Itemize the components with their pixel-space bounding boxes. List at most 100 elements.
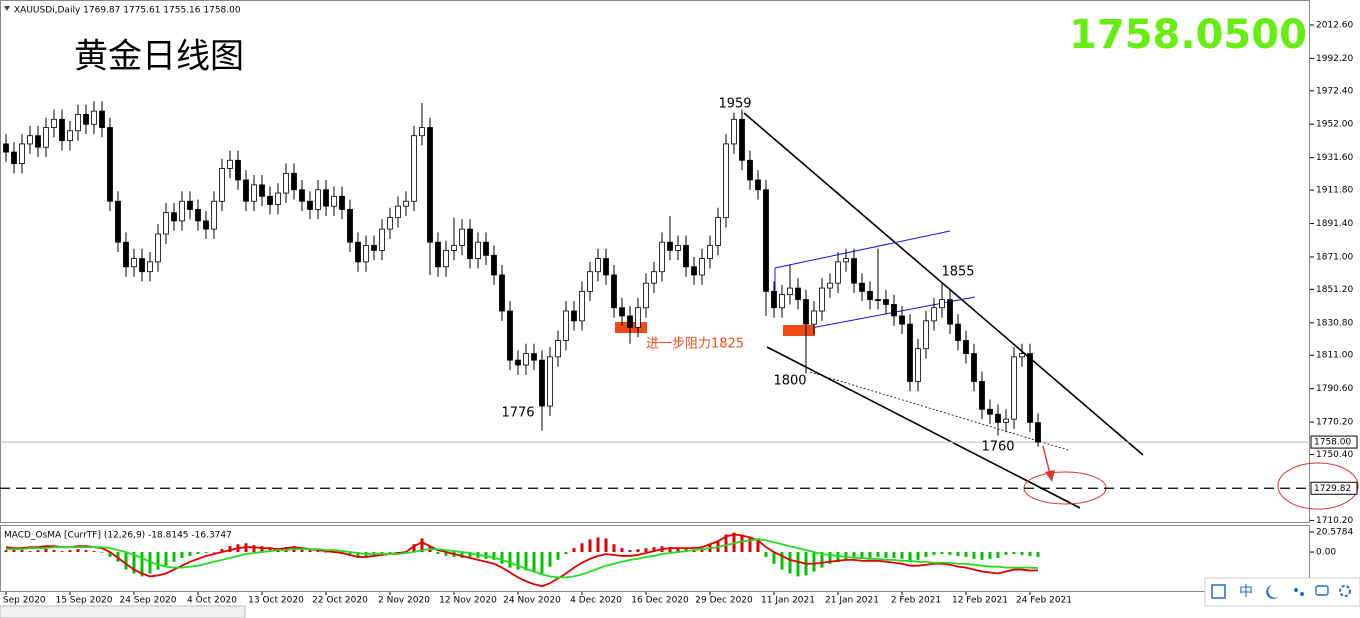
x-tick-label: 29 Dec 2020 — [695, 596, 753, 606]
y-tick-label: 1891.40 — [1316, 219, 1353, 229]
histogram-bar — [820, 552, 824, 568]
histogram-bar — [44, 549, 48, 553]
candle-body — [899, 315, 905, 325]
histogram-bar — [940, 552, 944, 554]
histogram-bar — [164, 552, 168, 566]
y-tick-label: 1911.80 — [1316, 186, 1353, 196]
candle-body — [123, 241, 129, 268]
candle-body — [267, 195, 273, 205]
candle-body — [459, 228, 465, 246]
candle-body — [75, 114, 81, 132]
histogram-bar — [524, 552, 528, 571]
candle-body — [523, 353, 529, 366]
toolbar-icon[interactable] — [1266, 585, 1278, 599]
candle-body — [515, 359, 521, 366]
candle-body — [779, 294, 785, 309]
price-label-box — [1310, 481, 1358, 495]
toolbar-icon[interactable] — [1315, 585, 1329, 596]
candle-body — [867, 290, 873, 300]
candle-body — [667, 241, 673, 251]
x-tick-label: 4 Dec 2020 — [570, 596, 622, 606]
candle-body — [603, 258, 609, 276]
candle-body — [643, 282, 649, 309]
toolbar-icon[interactable] — [1211, 584, 1226, 599]
candle-body — [291, 172, 297, 191]
candle-body — [243, 179, 249, 202]
price-display: 1758.0500 — [1069, 12, 1307, 58]
candle-body — [1035, 422, 1041, 443]
candle-body — [819, 287, 825, 312]
candle-body — [499, 274, 505, 312]
histogram-bar — [492, 552, 496, 560]
annotation: 1959 — [718, 97, 751, 112]
histogram-bar — [260, 546, 264, 553]
candle-body — [467, 228, 473, 259]
candle-body — [147, 261, 153, 273]
price-label-box — [1310, 435, 1358, 449]
candle-body — [683, 245, 689, 268]
histogram-bar — [844, 552, 848, 560]
histogram-bar — [564, 552, 568, 554]
trendline — [809, 371, 1069, 451]
x-tick-label: 24 Nov 2020 — [503, 596, 561, 606]
candle-body — [203, 220, 209, 230]
histogram-bar — [204, 552, 208, 554]
candle-body — [83, 114, 89, 125]
chart-header: XAUUSDi,Daily 1769.87 1775.61 1755.16 17… — [14, 6, 241, 16]
y-tick-label: 1770.20 — [1316, 418, 1353, 428]
x-tick-label: 24 Sep 2020 — [119, 596, 176, 606]
candle-body — [387, 217, 393, 230]
y-tick-label: 0.00 — [1316, 548, 1336, 558]
chart-title: 黄金日线图 — [74, 37, 244, 77]
histogram-bar — [772, 552, 776, 564]
histogram-bar — [196, 552, 200, 554]
candle-body — [67, 130, 73, 142]
candle-body — [339, 195, 345, 210]
candle-body — [955, 323, 961, 341]
candle-body — [1019, 353, 1025, 358]
histogram-bar — [36, 550, 40, 553]
data-layer: 2012.60 1992.20 1972.40 1952.00 1931.60 1911.… — [0, 20, 1358, 606]
histogram-bar — [508, 552, 512, 568]
histogram-bar — [956, 552, 960, 556]
histogram-bar — [540, 552, 544, 574]
histogram-bar — [756, 538, 760, 553]
candle-body — [139, 258, 145, 273]
ime-label[interactable]: 中 — [1239, 584, 1253, 600]
main-frame — [0, 0, 1310, 523]
candle-body — [563, 310, 569, 341]
x-tick-label: 4 Oct 2020 — [187, 596, 237, 606]
candle-body — [107, 127, 113, 202]
histogram-bar — [20, 550, 24, 553]
histogram-bar — [532, 552, 536, 572]
candle-body — [219, 168, 225, 202]
candle-body — [659, 241, 665, 273]
histogram-bar — [156, 552, 160, 570]
toolbar-icon[interactable] — [1300, 592, 1304, 596]
toolbar-icon[interactable] — [1339, 585, 1351, 597]
y-tick-label: 2012.60 — [1316, 20, 1353, 30]
candle-body — [635, 307, 641, 328]
histogram-bar — [636, 549, 640, 553]
x-tick-label: 24 Feb 2021 — [1016, 596, 1072, 606]
candle-body — [875, 299, 881, 301]
tab-bar — [0, 605, 246, 618]
toolbar-icon[interactable] — [1294, 588, 1298, 592]
candle-body — [539, 359, 545, 407]
y-tick-label: 1952.00 — [1316, 120, 1353, 130]
candle-body — [35, 135, 41, 148]
x-tick-label: 2 Nov 2020 — [378, 596, 430, 606]
histogram-bar — [884, 552, 888, 558]
histogram-bar — [4, 550, 8, 553]
histogram-bar — [812, 552, 816, 572]
y-tick-label: 1811.00 — [1316, 351, 1353, 361]
zone-marker — [783, 325, 815, 336]
annotation: 1800 — [773, 374, 806, 389]
candle-body — [963, 340, 969, 355]
histogram-bar — [1020, 552, 1024, 555]
histogram-bar — [980, 552, 984, 560]
candle-body — [747, 159, 753, 181]
candle-body — [355, 241, 361, 263]
histogram-bar — [228, 546, 232, 553]
histogram-bar — [316, 551, 320, 553]
